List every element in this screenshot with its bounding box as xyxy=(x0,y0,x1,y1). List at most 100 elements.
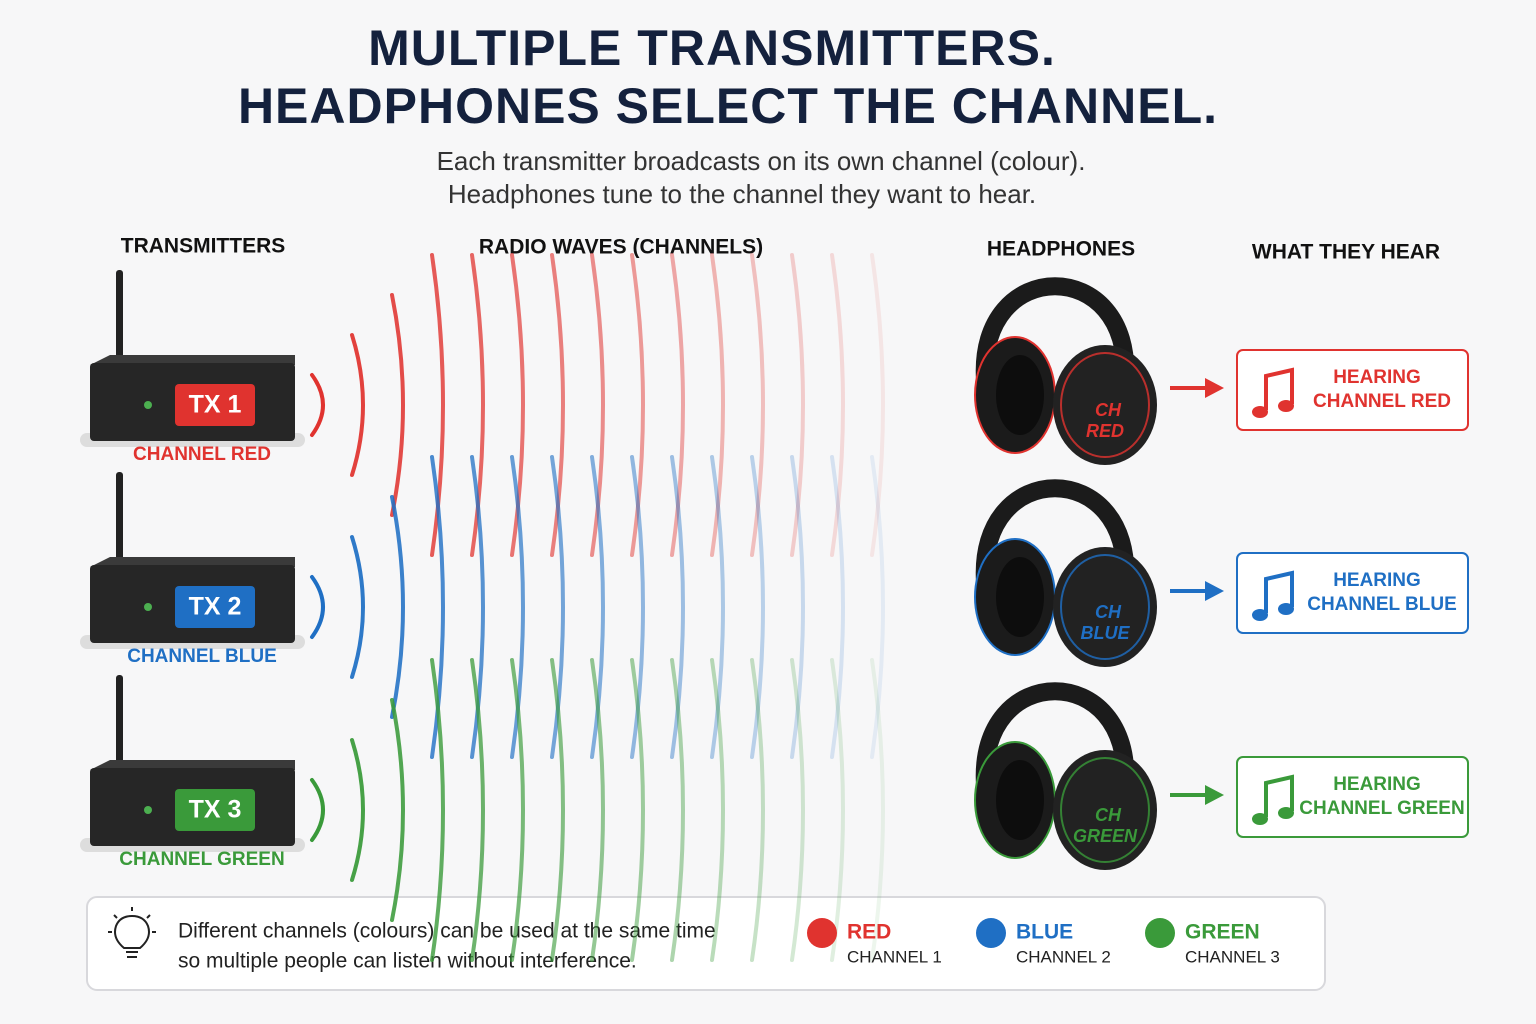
radio-wave xyxy=(670,658,685,962)
radio-wave xyxy=(310,373,325,437)
ear-pad xyxy=(996,355,1044,435)
music-note-head xyxy=(1252,813,1268,825)
music-note-head xyxy=(1278,400,1294,412)
radio-wave xyxy=(430,253,445,557)
hearing-box xyxy=(1236,552,1469,634)
arrow-head xyxy=(1205,581,1224,601)
headphone-label: CH xyxy=(1095,400,1122,420)
radio-wave xyxy=(590,658,605,962)
headband xyxy=(975,277,1135,381)
legend-channel: CHANNEL 3 xyxy=(1185,947,1280,966)
headband xyxy=(975,479,1135,583)
radio-wave xyxy=(870,658,885,962)
radio-wave xyxy=(310,575,325,639)
footer-note: so multiple people can listen without in… xyxy=(178,950,637,973)
lightbulb-icon xyxy=(108,907,156,958)
arrow-head xyxy=(1205,785,1224,805)
radio-wave xyxy=(750,253,765,557)
column-header: TRANSMITTERS xyxy=(121,235,286,258)
radio-wave xyxy=(310,778,325,842)
ear-pad xyxy=(996,760,1044,840)
hearing-label: CHANNEL RED xyxy=(1313,391,1451,412)
radio-wave xyxy=(710,455,725,759)
title-line: HEADPHONES SELECT THE CHANNEL. xyxy=(238,78,1218,134)
hearing-box xyxy=(1236,349,1469,431)
tx-label: TX 1 xyxy=(189,391,242,419)
radio-wave xyxy=(590,253,605,557)
ear-cup xyxy=(1053,547,1157,667)
ear-ring xyxy=(1060,554,1150,660)
radio-wave xyxy=(870,253,885,557)
tx-badge xyxy=(175,789,255,831)
headphone-label: CH xyxy=(1095,805,1122,825)
music-note-icon xyxy=(1264,774,1294,817)
tx-label: TX 2 xyxy=(189,593,242,621)
channel-label: CHANNEL RED xyxy=(133,444,271,465)
arrow-head xyxy=(1205,378,1224,398)
radio-wave xyxy=(630,455,645,759)
radio-wave xyxy=(830,455,845,759)
antenna xyxy=(116,270,123,365)
subtitle-line: Headphones tune to the channel they want… xyxy=(448,179,1036,209)
radio-wave xyxy=(510,658,525,962)
title-line: MULTIPLE TRANSMITTERS. xyxy=(368,20,1056,76)
radio-wave xyxy=(470,253,485,557)
legend-name: RED xyxy=(847,921,891,944)
channel-label: CHANNEL GREEN xyxy=(119,849,284,870)
status-led xyxy=(144,806,152,814)
radio-wave xyxy=(390,495,405,719)
ear-ring xyxy=(1060,352,1150,458)
music-note-icon xyxy=(1264,570,1294,613)
hearing-label: HEARING xyxy=(1333,570,1421,591)
music-note-icon xyxy=(1264,367,1294,410)
hearing-label: HEARING xyxy=(1333,367,1421,388)
tx-badge xyxy=(175,586,255,628)
legend-dot xyxy=(1145,918,1175,948)
radio-wave xyxy=(630,658,645,962)
hearing-label: HEARING xyxy=(1333,774,1421,795)
radio-wave xyxy=(750,658,765,962)
hearing-box xyxy=(1236,756,1469,838)
tx-label: TX 3 xyxy=(189,796,242,824)
headphone-label: BLUE xyxy=(1081,623,1131,643)
legend-dot xyxy=(976,918,1006,948)
legend-name: GREEN xyxy=(1185,921,1260,944)
radio-wave xyxy=(830,658,845,962)
radio-wave xyxy=(790,455,805,759)
radio-wave xyxy=(350,333,365,477)
transmitter-top xyxy=(90,355,295,365)
legend-channel: CHANNEL 2 xyxy=(1016,947,1111,966)
radio-wave xyxy=(430,658,445,962)
status-led xyxy=(144,401,152,409)
music-note-head xyxy=(1278,603,1294,615)
radio-wave xyxy=(550,253,565,557)
radio-wave xyxy=(830,253,845,557)
subtitle-line: Each transmitter broadcasts on its own c… xyxy=(437,146,1086,176)
transmitter-top xyxy=(90,557,295,567)
footer-box xyxy=(86,896,1326,991)
radio-wave xyxy=(350,738,365,882)
radio-wave xyxy=(670,253,685,557)
channel-label: CHANNEL BLUE xyxy=(127,646,277,667)
radio-wave xyxy=(750,455,765,759)
headphone-label: GREEN xyxy=(1073,826,1138,846)
music-note-head xyxy=(1252,406,1268,418)
radio-wave xyxy=(790,658,805,962)
music-note-head xyxy=(1278,807,1294,819)
radio-wave xyxy=(510,253,525,557)
transmitter-top xyxy=(90,760,295,770)
column-header: HEADPHONES xyxy=(987,238,1135,261)
radio-wave xyxy=(710,253,725,557)
radio-wave xyxy=(870,455,885,759)
radio-wave xyxy=(470,658,485,962)
headphone-label: CH xyxy=(1095,602,1122,622)
radio-wave xyxy=(710,658,725,962)
hearing-label: CHANNEL GREEN xyxy=(1299,798,1464,819)
antenna xyxy=(116,472,123,567)
ear-ring xyxy=(1060,757,1150,863)
hearing-label: CHANNEL BLUE xyxy=(1307,594,1457,615)
headphone-label: RED xyxy=(1086,421,1124,441)
radio-wave xyxy=(350,535,365,679)
